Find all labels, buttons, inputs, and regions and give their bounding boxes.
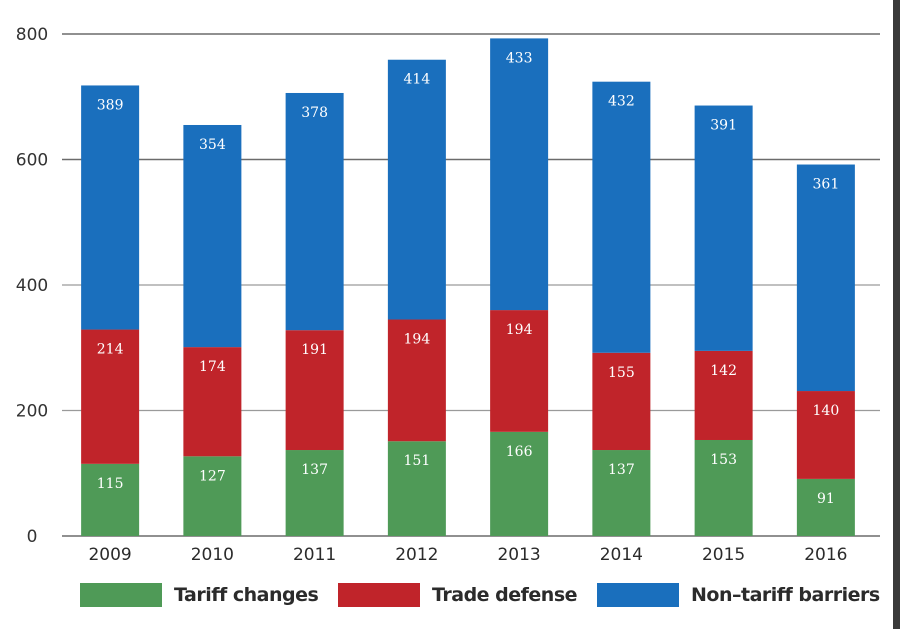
- bar-trade-defense-2014: [592, 352, 651, 451]
- bar-non-tariff-barriers-2011: [285, 92, 344, 331]
- bar-tariff-changes-2009: [81, 463, 140, 536]
- bar-tariff-changes-2014: [592, 450, 651, 536]
- data-label-non-tariff-barriers-2016: 361: [813, 177, 840, 193]
- legend-swatch-non-tariff-barriers: [597, 583, 679, 607]
- frame-border: [893, 0, 900, 629]
- data-label-tariff-changes-2016: 91: [817, 491, 835, 507]
- data-label-trade-defense-2013: 194: [506, 322, 533, 338]
- bar-trade-defense-2012: [387, 319, 446, 442]
- bar-trade-defense-2016: [796, 391, 855, 479]
- legend-label-tariff-changes: Tariff changes: [174, 584, 319, 606]
- bar-trade-defense-2015: [694, 350, 753, 440]
- x-tick-label-2014: 2014: [600, 545, 643, 565]
- bar-non-tariff-barriers-2015: [694, 105, 753, 351]
- data-label-trade-defense-2015: 142: [710, 363, 737, 379]
- bar-trade-defense-2009: [81, 329, 140, 464]
- legend-item-tariff-changes: Tariff changes: [80, 578, 319, 612]
- y-tick-label-800: 800: [16, 25, 48, 45]
- bar-non-tariff-barriers-2016: [796, 164, 855, 392]
- data-label-non-tariff-barriers-2012: 414: [404, 72, 431, 88]
- x-tick-label-2011: 2011: [293, 545, 336, 565]
- data-label-non-tariff-barriers-2009: 389: [97, 97, 124, 113]
- legend: Tariff changes Trade defense Non–tariff …: [0, 578, 893, 612]
- legend-label-non-tariff-barriers: Non–tariff barriers: [691, 584, 880, 606]
- data-label-tariff-changes-2012: 151: [404, 453, 431, 469]
- y-tick-label-200: 200: [16, 402, 48, 422]
- data-label-trade-defense-2011: 191: [301, 342, 328, 358]
- data-labels: 115 214 389 127 174 354 137 191 378 151 194 414 166 1…: [97, 50, 839, 507]
- bar-non-tariff-barriers-2013: [490, 38, 549, 311]
- data-label-non-tariff-barriers-2014: 432: [608, 94, 635, 110]
- data-label-non-tariff-barriers-2013: 433: [506, 50, 533, 66]
- bar-trade-defense-2013: [490, 310, 549, 432]
- data-label-tariff-changes-2015: 153: [710, 452, 737, 468]
- data-label-non-tariff-barriers-2015: 391: [710, 118, 737, 134]
- bars: [81, 38, 855, 536]
- y-tick-label-400: 400: [16, 276, 48, 296]
- data-label-tariff-changes-2009: 115: [97, 476, 124, 492]
- bar-trade-defense-2010: [183, 347, 242, 457]
- x-tick-label-2012: 2012: [395, 545, 438, 565]
- data-label-trade-defense-2010: 174: [199, 359, 226, 375]
- legend-swatch-tariff-changes: [80, 583, 162, 607]
- y-axis-ticks: 0 200 400 600 800: [16, 25, 48, 547]
- data-label-non-tariff-barriers-2010: 354: [199, 137, 226, 153]
- legend-label-trade-defense: Trade defense: [432, 584, 578, 606]
- bar-tariff-changes-2016: [796, 478, 855, 536]
- y-tick-label-0: 0: [27, 527, 38, 547]
- legend-swatch-trade-defense: [338, 583, 420, 607]
- data-label-tariff-changes-2011: 137: [301, 462, 328, 478]
- legend-item-non-tariff-barriers: Non–tariff barriers: [597, 578, 880, 612]
- data-label-tariff-changes-2010: 127: [199, 468, 226, 484]
- data-label-trade-defense-2014: 155: [608, 365, 635, 381]
- bar-tariff-changes-2015: [694, 439, 753, 536]
- x-tick-label-2013: 2013: [497, 545, 540, 565]
- x-axis-ticks: 2009 2010 2011 2012 2013 2014 2015 2016: [88, 545, 847, 565]
- data-label-tariff-changes-2014: 137: [608, 462, 635, 478]
- data-label-tariff-changes-2013: 166: [506, 444, 533, 460]
- bar-non-tariff-barriers-2012: [387, 59, 446, 320]
- bar-non-tariff-barriers-2009: [81, 85, 140, 330]
- bar-trade-defense-2011: [285, 330, 344, 451]
- legend-item-trade-defense: Trade defense: [338, 578, 578, 612]
- y-tick-label-600: 600: [16, 151, 48, 171]
- bar-non-tariff-barriers-2014: [592, 81, 651, 353]
- bar-tariff-changes-2013: [490, 431, 549, 536]
- bar-tariff-changes-2012: [387, 441, 446, 536]
- x-tick-label-2010: 2010: [191, 545, 234, 565]
- x-tick-label-2015: 2015: [702, 545, 745, 565]
- data-label-trade-defense-2009: 214: [97, 342, 124, 358]
- data-label-non-tariff-barriers-2011: 378: [301, 105, 328, 121]
- data-label-trade-defense-2012: 194: [404, 332, 431, 348]
- x-tick-label-2016: 2016: [804, 545, 847, 565]
- x-tick-label-2009: 2009: [88, 545, 131, 565]
- bar-tariff-changes-2010: [183, 456, 242, 536]
- data-label-trade-defense-2016: 140: [813, 403, 840, 419]
- bar-tariff-changes-2011: [285, 450, 344, 536]
- bar-non-tariff-barriers-2010: [183, 124, 242, 348]
